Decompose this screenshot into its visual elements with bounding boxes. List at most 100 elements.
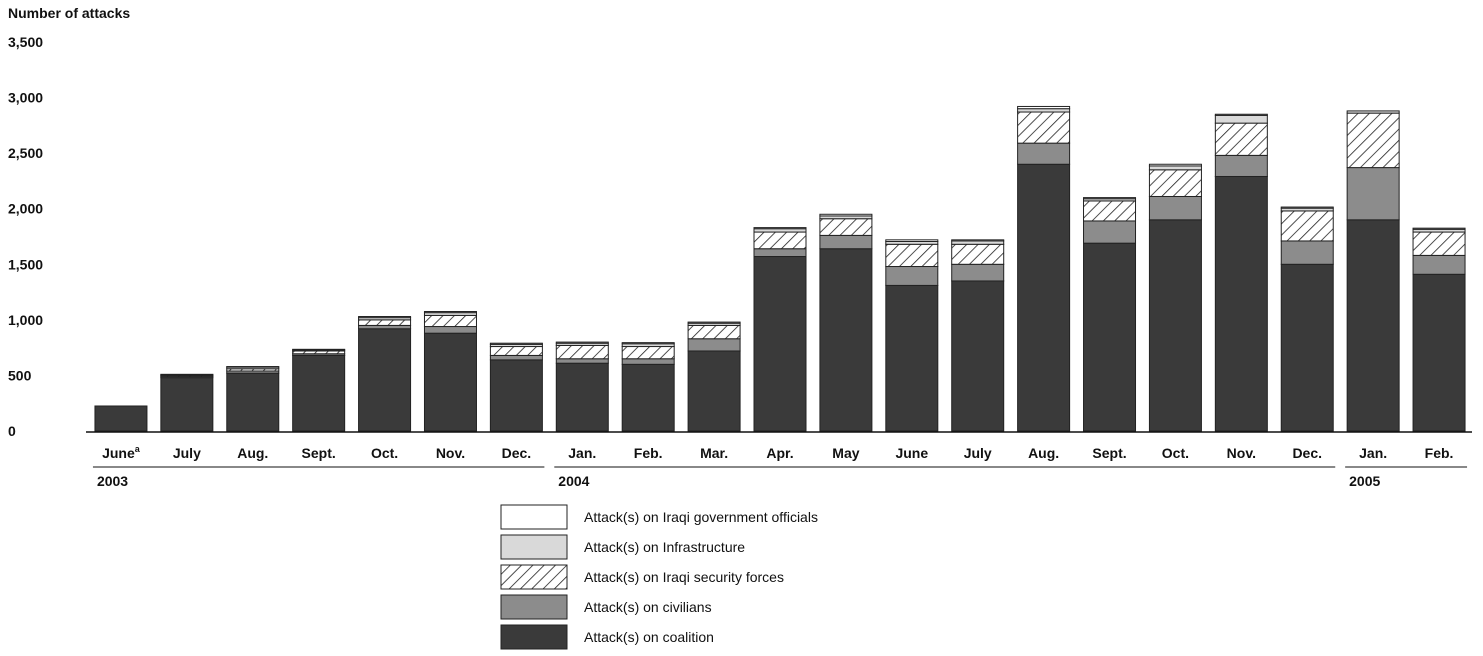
year-label: 2004 bbox=[558, 473, 589, 489]
x-tick-label: Dec. bbox=[1292, 445, 1322, 461]
bar-segment bbox=[358, 319, 412, 326]
bar-segment bbox=[753, 228, 807, 233]
bar-segment bbox=[1280, 240, 1334, 265]
bar-segment bbox=[621, 342, 675, 345]
bar-segment bbox=[621, 363, 675, 432]
legend-label: Attack(s) on Infrastructure bbox=[584, 539, 745, 555]
bar-segment bbox=[687, 338, 741, 352]
bar-segment bbox=[1148, 219, 1202, 432]
y-tick-label: 2,000 bbox=[8, 201, 43, 217]
legend-swatch bbox=[500, 594, 568, 620]
bar-segment bbox=[1214, 175, 1268, 432]
legend-swatch bbox=[500, 534, 568, 560]
bar-segment bbox=[423, 326, 477, 334]
bar-segment bbox=[687, 350, 741, 432]
bar-segment bbox=[1083, 197, 1137, 200]
bar-segment bbox=[1214, 113, 1268, 116]
bar-segment bbox=[489, 359, 543, 432]
x-tick-label: Sept. bbox=[302, 445, 336, 461]
x-tick-label: Sept. bbox=[1092, 445, 1126, 461]
bar-segment bbox=[1346, 112, 1400, 169]
x-tick-label: Dec. bbox=[502, 445, 532, 461]
bar-segment bbox=[489, 342, 543, 345]
bar-segment bbox=[1280, 206, 1334, 209]
y-tick-label: 3,500 bbox=[8, 34, 43, 50]
bar-segment bbox=[358, 328, 412, 432]
bar-segment bbox=[819, 248, 873, 432]
bar-segment bbox=[226, 372, 280, 432]
bar-segment bbox=[423, 332, 477, 432]
bar-segment bbox=[226, 366, 280, 368]
bar-segment bbox=[1346, 219, 1400, 432]
bar-segment bbox=[885, 266, 939, 286]
bar-segment bbox=[951, 280, 1005, 432]
x-tick-label: Jan. bbox=[568, 445, 596, 461]
bar-segment bbox=[1280, 210, 1334, 242]
x-tick-label: Apr. bbox=[766, 445, 793, 461]
bar-segment bbox=[489, 346, 543, 356]
y-tick-label: 1,500 bbox=[8, 256, 43, 272]
bar-segment bbox=[1412, 254, 1466, 275]
bar-segment bbox=[687, 321, 741, 324]
bar-segment bbox=[819, 234, 873, 250]
x-tick-label: June bbox=[895, 445, 928, 461]
bar-segment bbox=[1280, 263, 1334, 432]
x-tick-label: Junea bbox=[102, 444, 141, 461]
y-tick-label: 500 bbox=[8, 367, 32, 383]
bar-segment bbox=[1412, 227, 1466, 230]
legend-label: Attack(s) on civilians bbox=[584, 599, 712, 615]
x-tick-label: Oct. bbox=[371, 445, 398, 461]
bar-segment bbox=[1412, 273, 1466, 432]
x-tick-label: Jan. bbox=[1359, 445, 1387, 461]
y-axis-title: Number of attacks bbox=[8, 5, 130, 21]
bar-segment bbox=[885, 239, 939, 243]
bar-segment bbox=[753, 256, 807, 432]
bar-segment bbox=[753, 227, 807, 230]
bar-segment bbox=[1017, 163, 1071, 432]
bar-segment bbox=[753, 231, 807, 250]
bar-segment bbox=[1346, 167, 1400, 221]
bar-segment bbox=[555, 358, 609, 364]
bar-segment bbox=[1017, 108, 1071, 113]
legend-label: Attack(s) on coalition bbox=[584, 629, 714, 645]
y-tick-label: 3,000 bbox=[8, 90, 43, 106]
x-tick-label: Oct. bbox=[1162, 445, 1189, 461]
x-tick-label: Feb. bbox=[634, 445, 663, 461]
bar-segment bbox=[1214, 154, 1268, 177]
x-tick-label: May bbox=[832, 445, 859, 461]
bar-segment bbox=[951, 239, 1005, 242]
bar-segment bbox=[358, 324, 412, 330]
year-label: 2005 bbox=[1349, 473, 1380, 489]
legend-label: Attack(s) on Iraqi security forces bbox=[584, 569, 784, 585]
bar-segment bbox=[885, 284, 939, 432]
bar-segment bbox=[1017, 111, 1071, 144]
bars-group bbox=[94, 105, 1466, 432]
bar-segment bbox=[687, 324, 741, 340]
bar-segment bbox=[1083, 200, 1137, 222]
x-tick-label: Feb. bbox=[1425, 445, 1454, 461]
bar-segment bbox=[555, 341, 609, 344]
bar-segment bbox=[94, 405, 148, 432]
bar-segment bbox=[555, 362, 609, 432]
bar-segment bbox=[1083, 242, 1137, 432]
x-tick-label: July bbox=[964, 445, 992, 461]
bar-segment bbox=[358, 316, 412, 319]
bar-segment bbox=[1412, 231, 1466, 256]
legend-swatch bbox=[500, 564, 568, 590]
y-tick-label: 2,500 bbox=[8, 145, 43, 161]
legend-label: Attack(s) on Iraqi government officials bbox=[584, 509, 818, 525]
x-tick-label: Nov. bbox=[436, 445, 465, 461]
bar-segment bbox=[1346, 110, 1400, 114]
year-groups: 2003 2004 2005 bbox=[92, 466, 1468, 489]
bar-segment bbox=[292, 354, 346, 432]
bar-segment bbox=[951, 243, 1005, 265]
y-tick-label: 1,000 bbox=[8, 312, 43, 328]
x-tick-label: Aug. bbox=[237, 445, 268, 461]
legend-swatch bbox=[500, 504, 568, 530]
legend-swatch bbox=[500, 624, 568, 650]
y-axis-ticks: 0 500 1,000 1,500 2,000 2,500 3,000 3,500 bbox=[8, 34, 43, 439]
bar-segment bbox=[160, 373, 214, 376]
bar-segment bbox=[423, 311, 477, 314]
bar-segment bbox=[819, 213, 873, 217]
